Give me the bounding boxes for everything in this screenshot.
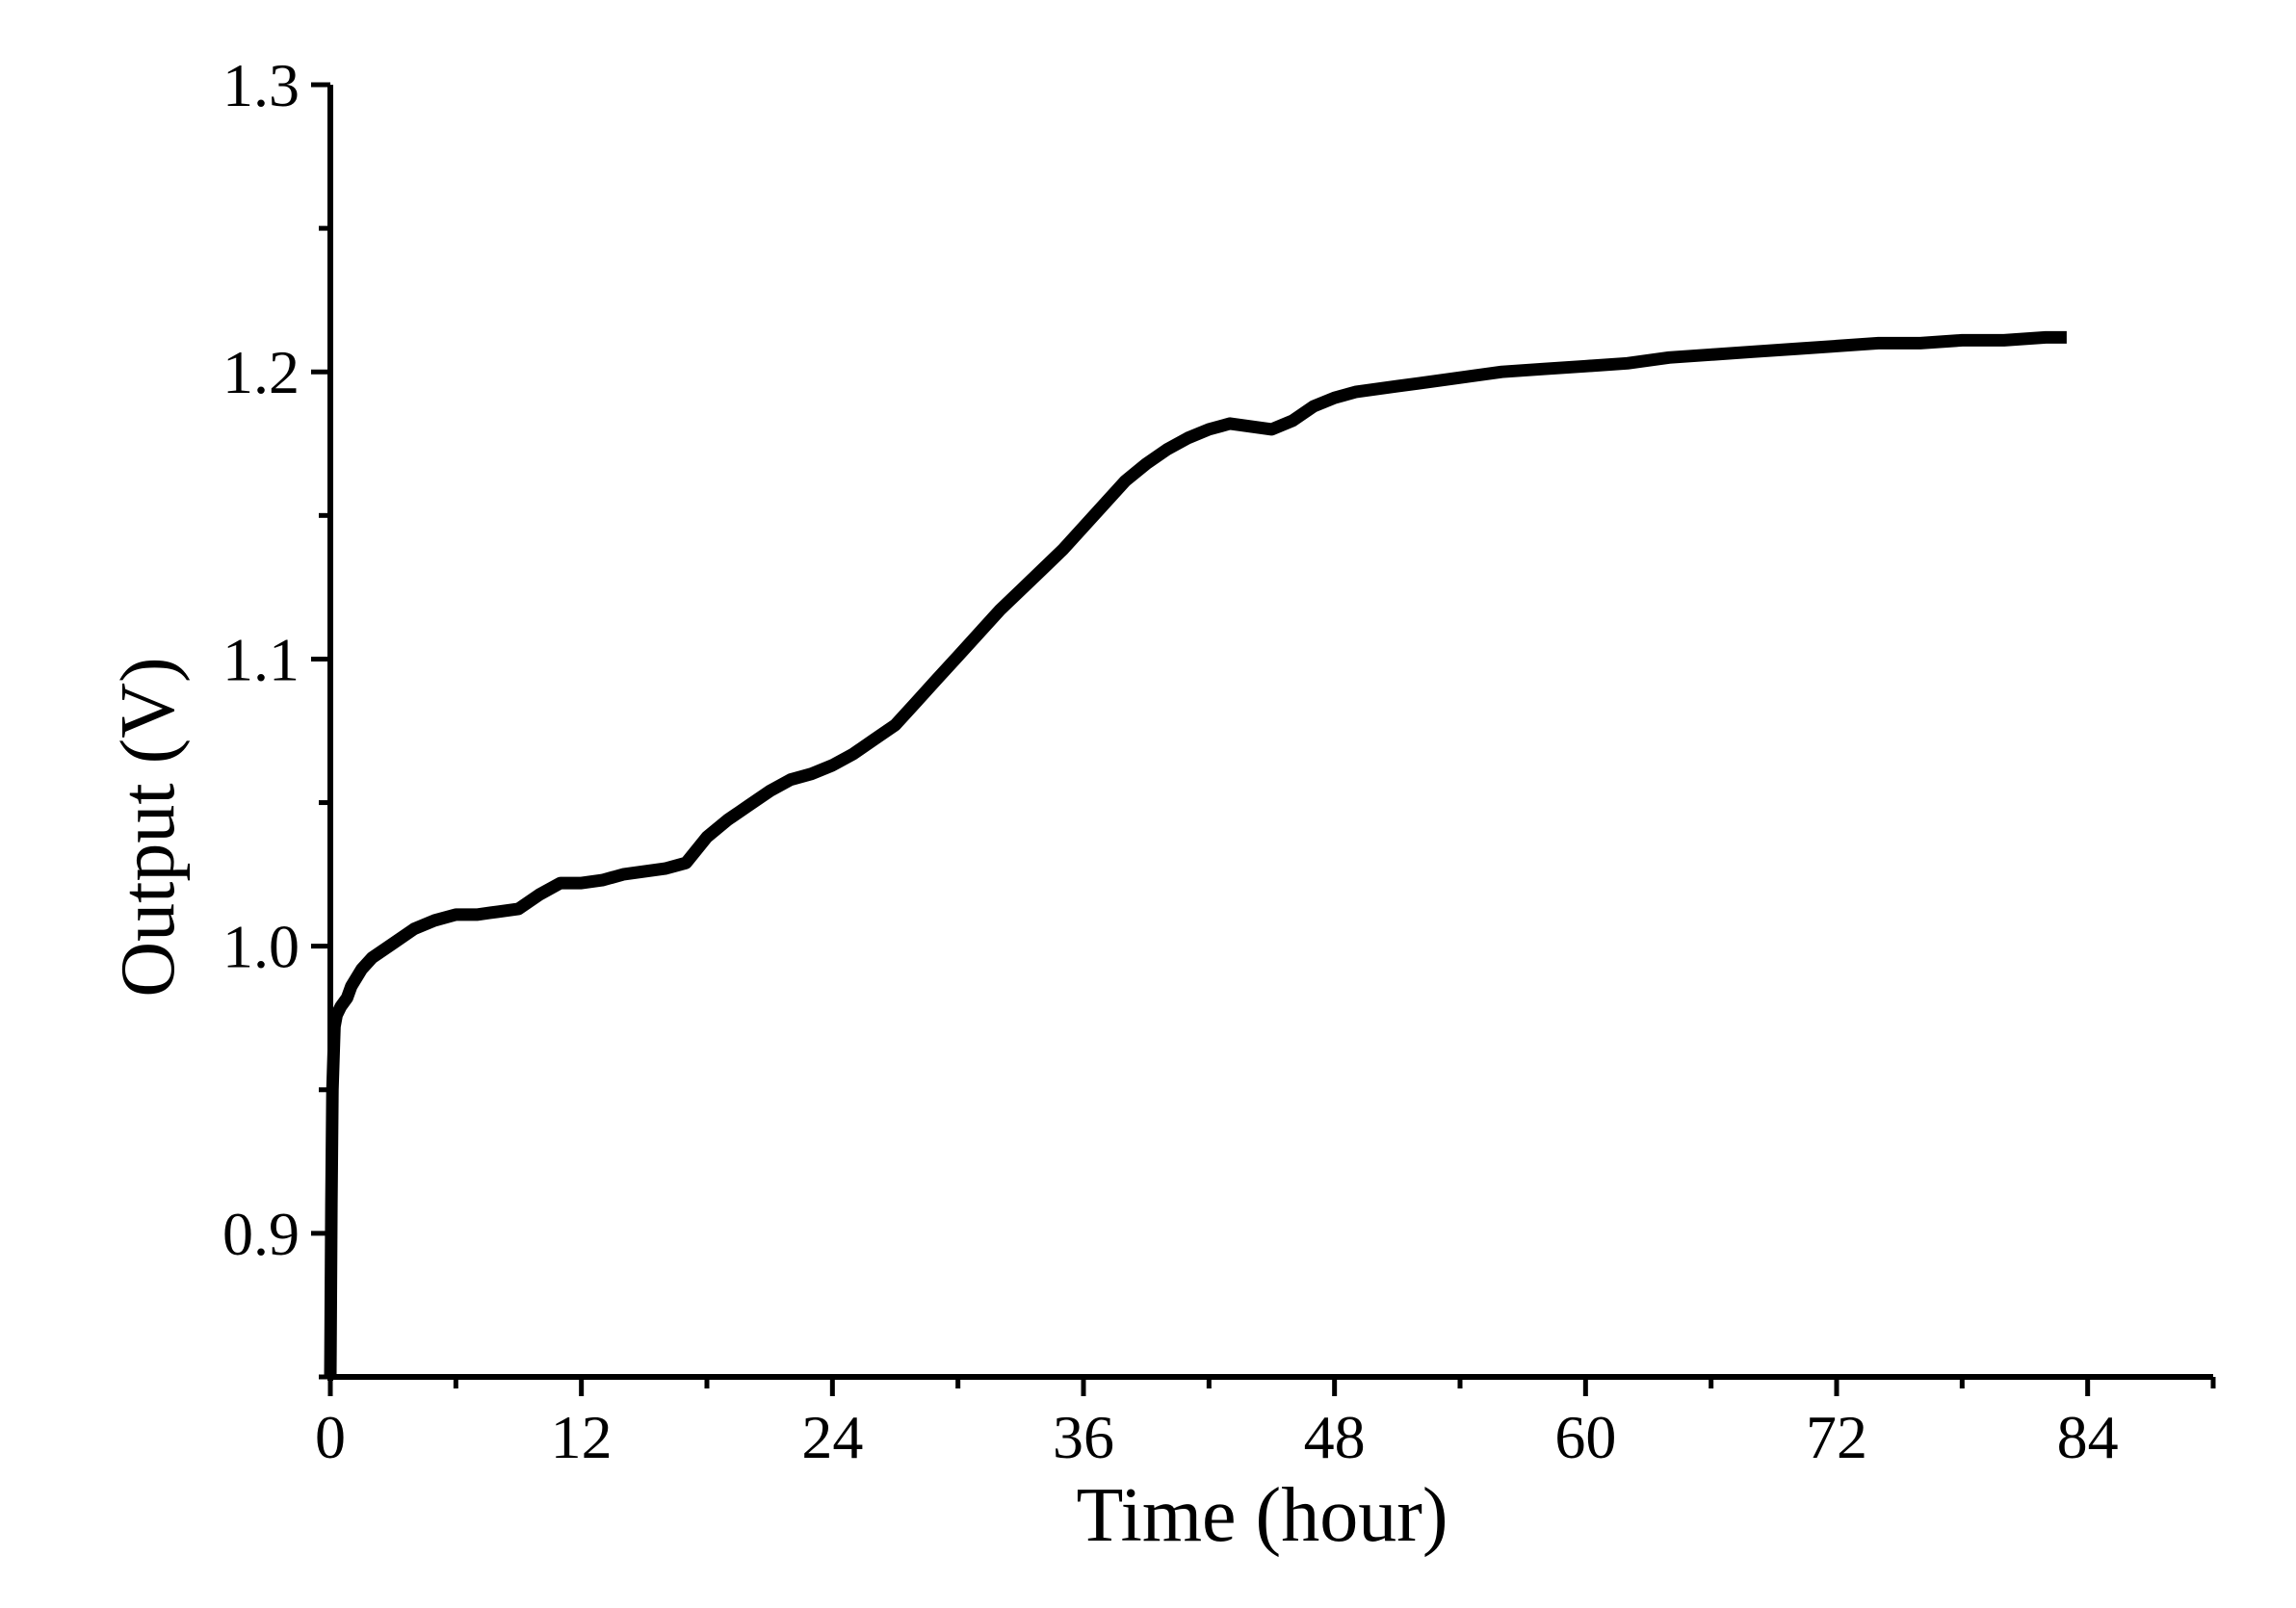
x-tick-label: 36 (1053, 1403, 1114, 1471)
y-tick-label: 1.1 (222, 625, 300, 693)
y-tick-label: 1.3 (222, 51, 300, 119)
x-tick-label: 12 (551, 1403, 613, 1471)
x-axis-label: Time (hour) (1077, 1473, 1448, 1558)
axes: 0 12 24 36 48 60 72 84 0.9 1.0 1.1 1.2 1.3 (222, 51, 2216, 1471)
x-tick-label: 72 (1806, 1403, 1867, 1471)
x-tick-label: 24 (801, 1403, 863, 1471)
series-line-0 (324, 330, 2067, 1378)
x-tick-label: 48 (1304, 1403, 1366, 1471)
y-tick-label: 1.2 (222, 338, 300, 406)
x-tick-label: 84 (2057, 1403, 2119, 1471)
plot-area (324, 330, 2067, 1378)
axis-labels: Time (hour) Output (V) (106, 657, 1448, 1558)
y-tick-label: 1.0 (222, 913, 300, 981)
y-axis-label: Output (V) (106, 657, 191, 997)
y-tick-label: 0.9 (222, 1200, 300, 1268)
x-tick-label: 60 (1554, 1403, 1616, 1471)
x-tick-label: 0 (315, 1403, 346, 1471)
